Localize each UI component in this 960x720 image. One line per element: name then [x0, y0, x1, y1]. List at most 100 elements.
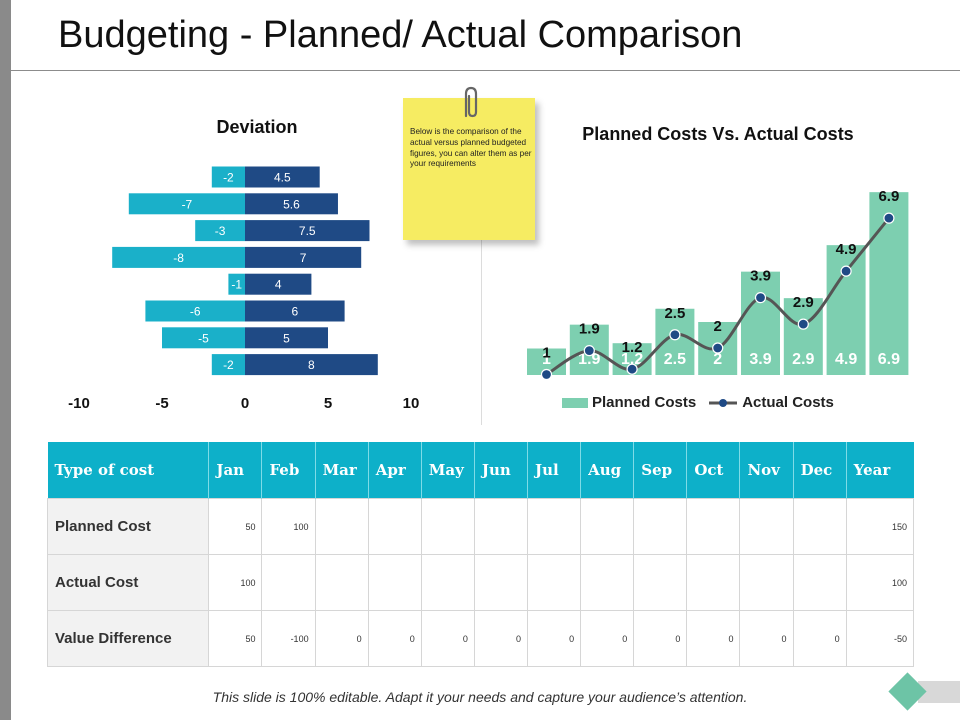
actual-costs-point	[540, 368, 553, 381]
planned-cost-bar-label: 1.9	[578, 351, 600, 368]
deviation-x-tick: 0	[241, 395, 249, 412]
page-title: Budgeting - Planned/ Actual Comparison	[58, 14, 743, 56]
deviation-chart-title: Deviation	[216, 117, 298, 137]
planned-cost-bar-label: 2	[713, 351, 722, 368]
cost-table: Type of cost Jan Feb Mar Apr May Jun Jul Aug Sep O…	[46, 442, 915, 667]
actual-costs-data-label: 2	[714, 318, 722, 335]
table-cell: 50	[208, 610, 263, 667]
vertical-divider	[481, 240, 482, 425]
table-cell: 0	[633, 610, 688, 667]
legend-swatch-planned	[562, 397, 588, 408]
table-header-cell: Jul	[527, 442, 581, 499]
table-cell: 0	[473, 610, 529, 667]
deviation-positive-bar	[245, 273, 312, 295]
deviation-positive-label: 8	[308, 358, 315, 372]
table-cell: 50	[208, 498, 263, 555]
actual-costs-line	[545, 217, 891, 376]
table-cell: 0	[580, 610, 635, 667]
table-cell: 100	[845, 554, 915, 611]
deviation-negative-bar	[162, 327, 245, 349]
deviation-negative-bar	[145, 300, 245, 322]
actual-costs-point	[754, 292, 767, 304]
actual-costs-point	[840, 265, 852, 277]
deviation-negative-label: -7	[182, 197, 193, 211]
actual-costs-point	[583, 345, 595, 357]
table-cell: 100	[261, 498, 316, 555]
deviation-negative-label: -1	[231, 278, 242, 292]
deviation-positive-bar	[245, 327, 328, 349]
actual-costs-data-label: 2.5	[664, 305, 685, 322]
table-header-cell: Jun	[473, 442, 528, 499]
table-cell	[420, 498, 475, 555]
deviation-negative-label: -8	[173, 251, 184, 265]
left-accent-strip	[0, 0, 11, 720]
table-header-row: Type of cost Jan Feb Mar Apr May Jun Jul Aug Sep O…	[47, 442, 914, 499]
table-cell	[473, 498, 529, 555]
table-cell	[420, 554, 475, 611]
deviation-positive-bar	[245, 300, 345, 322]
footer-note: This slide is 100% editable. Adapt it yo…	[212, 689, 748, 705]
table-cell	[580, 498, 635, 555]
actual-costs-data-label: 6.9	[878, 188, 899, 205]
table-row: Value Difference 50 -100 0 0 0 0 0 0 0 0 0 0 -50	[46, 610, 915, 667]
table-header-cell: May	[420, 442, 475, 499]
table-header-cell: Nov	[739, 442, 794, 499]
deviation-positive-label: 7.5	[299, 224, 316, 238]
deviation-x-tick: 5	[324, 395, 332, 412]
table-header-cell: Aug	[580, 442, 634, 499]
deviation-negative-label: -2	[223, 171, 234, 185]
planned-cost-bar-label: 6.9	[878, 351, 900, 368]
actual-costs-data-label: 2.9	[793, 294, 814, 311]
legend-label-planned: Planned Costs	[592, 394, 697, 411]
deviation-positive-bar	[245, 220, 370, 242]
planned-cost-bar-label: 1.2	[621, 351, 643, 368]
table-cell	[580, 554, 635, 611]
table-cell: 0	[527, 610, 582, 667]
actual-costs-data-label: 4.9	[836, 241, 857, 258]
table-cell: 100	[208, 554, 263, 611]
deviation-negative-bar	[112, 246, 245, 268]
deviation-positive-label: 7	[300, 251, 307, 265]
deviation-negative-label: -6	[190, 305, 201, 319]
planned-cost-bar-label: 2.5	[664, 351, 686, 368]
table-cell	[792, 498, 847, 555]
comparison-legend: Planned Costs Actual Costs	[562, 394, 834, 411]
actual-costs-data-label: 1.2	[622, 339, 643, 356]
planned-cost-bar	[741, 271, 780, 375]
deviation-positive-label: 4.5	[274, 171, 291, 185]
deviation-negative-label: -2	[223, 358, 234, 372]
deviation-positive-label: 6	[291, 305, 298, 319]
planned-cost-bar-label: 4.9	[835, 351, 857, 368]
deviation-positive-bar	[245, 193, 338, 215]
comparison-chart-title: Planned Costs Vs. Actual Costs	[582, 124, 854, 144]
legend-swatch-actual	[709, 398, 738, 407]
table-cell	[686, 554, 741, 611]
table-cell	[633, 498, 688, 555]
table-cell: 0	[367, 610, 422, 667]
table-cell	[792, 554, 847, 611]
table-row: Planned Cost 50 100 150	[46, 498, 915, 555]
table-cell	[739, 554, 794, 611]
table-cell	[314, 554, 369, 611]
table-row-label: Value Difference	[46, 610, 210, 667]
actual-costs-data-label: 3.9	[750, 268, 771, 285]
table-cell	[261, 554, 316, 611]
sticky-note: Below is the comparison of the actual ve…	[403, 98, 535, 240]
table-header-cell: Apr	[367, 442, 422, 499]
table-cell: 0	[792, 610, 847, 667]
table-cell	[314, 498, 369, 555]
deviation-negative-label: -3	[215, 224, 226, 238]
planned-cost-bar-label: 2.9	[792, 351, 814, 368]
title-divider	[11, 70, 960, 71]
table-header-cell: Sep	[633, 442, 687, 499]
deviation-positive-label: 4	[275, 278, 282, 292]
table-header-cell: Oct	[686, 442, 740, 499]
deviation-positive-bar	[245, 246, 362, 268]
actual-costs-point	[669, 329, 681, 341]
table-row: Actual Cost 100 100	[46, 554, 915, 611]
table-cell	[527, 554, 582, 611]
actual-costs-point	[712, 342, 724, 354]
table-header-cell: Dec	[792, 442, 847, 499]
table-header-cell: Mar	[314, 442, 369, 499]
